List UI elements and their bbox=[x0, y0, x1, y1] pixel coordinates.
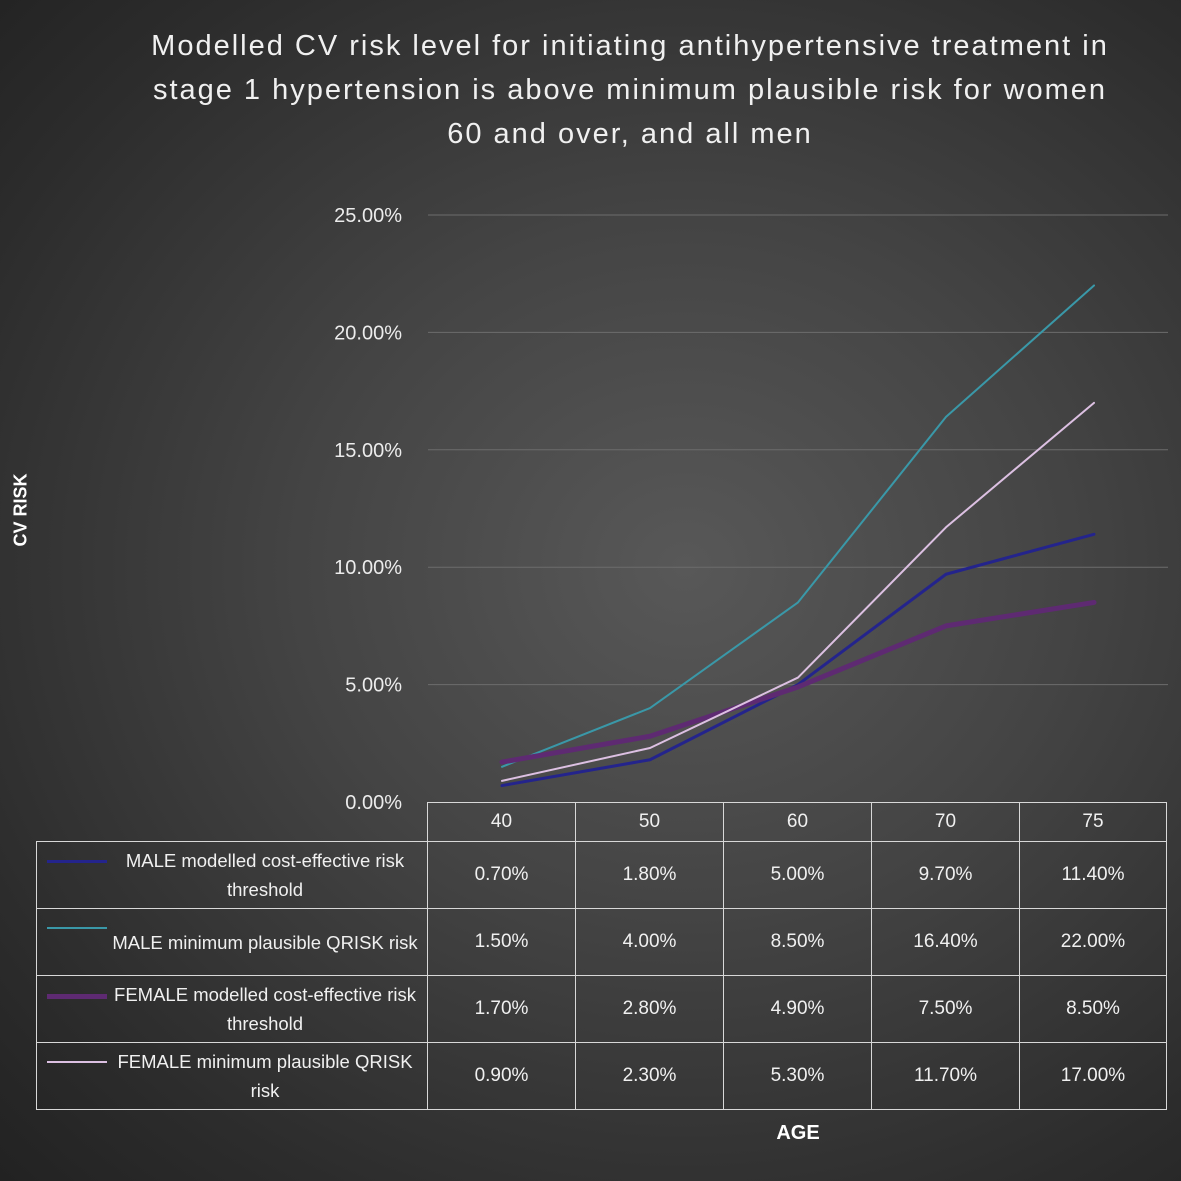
series-name: FEMALE modelled cost-effective risk thre… bbox=[114, 984, 416, 1034]
data-label: 1.70% bbox=[427, 975, 576, 1043]
legend-swatch bbox=[47, 860, 107, 863]
data-label: 22.00% bbox=[1019, 908, 1167, 976]
legend-swatch bbox=[47, 927, 107, 929]
x-axis-label: AGE bbox=[776, 1122, 820, 1144]
data-label: 0.70% bbox=[427, 841, 576, 909]
series-line bbox=[501, 284, 1095, 768]
y-tick-label: 25.00% bbox=[334, 205, 402, 227]
data-label: 11.70% bbox=[871, 1042, 1020, 1110]
series-line bbox=[499, 599, 1097, 765]
legend-entry: MALE minimum plausible QRISK risk bbox=[36, 908, 428, 976]
data-label: 2.30% bbox=[575, 1042, 724, 1110]
y-tick-label: 10.00% bbox=[334, 557, 402, 579]
data-point bbox=[501, 784, 503, 787]
data-label: 17.00% bbox=[1019, 1042, 1167, 1110]
category-label: 75 bbox=[1019, 802, 1167, 842]
data-label: 8.50% bbox=[723, 908, 872, 976]
table-row: MALE modelled cost-effective risk thresh… bbox=[36, 841, 1167, 909]
data-point bbox=[1093, 284, 1095, 287]
data-point bbox=[797, 601, 799, 604]
data-point bbox=[945, 526, 947, 529]
data-table: 40 50 60 70 75 MALE modelled cost-effective … bbox=[36, 802, 1167, 1110]
category-label: 60 bbox=[723, 802, 872, 842]
data-label: 0.90% bbox=[427, 1042, 576, 1110]
data-point bbox=[649, 758, 651, 761]
category-label: 40 bbox=[427, 802, 576, 842]
data-point bbox=[945, 573, 947, 576]
data-label: 1.50% bbox=[427, 908, 576, 976]
data-point bbox=[797, 686, 799, 688]
y-tick-label: 15.00% bbox=[334, 440, 402, 462]
data-point bbox=[1093, 533, 1095, 536]
data-point bbox=[649, 747, 651, 749]
table-row: FEMALE modelled cost-effective risk thre… bbox=[36, 975, 1167, 1043]
data-point bbox=[945, 416, 947, 418]
data-label: 11.40% bbox=[1019, 841, 1167, 909]
legend-swatch bbox=[47, 1061, 107, 1063]
legend-swatch bbox=[47, 994, 107, 999]
series-name: MALE modelled cost-effective risk thresh… bbox=[125, 850, 405, 900]
table-row: FEMALE minimum plausible QRISK risk 0.90%… bbox=[36, 1042, 1167, 1110]
legend-entry: MALE modelled cost-effective risk thresh… bbox=[36, 841, 428, 909]
data-point bbox=[1093, 402, 1095, 404]
series-name: FEMALE minimum plausible QRISK risk bbox=[117, 1051, 413, 1101]
data-label: 4.90% bbox=[723, 975, 872, 1043]
data-point bbox=[945, 625, 947, 627]
data-point bbox=[649, 735, 651, 738]
table-corner bbox=[36, 802, 428, 842]
series-line bbox=[501, 401, 1095, 782]
chart-title: Modelled CV risk level for initiating an… bbox=[151, 30, 1109, 150]
gridlines bbox=[428, 214, 1168, 686]
data-label: 9.70% bbox=[871, 841, 1020, 909]
data-point bbox=[501, 780, 503, 782]
data-label: 5.30% bbox=[723, 1042, 872, 1110]
y-tick-labels: 0.00%5.00%10.00%15.00%20.00%25.00% bbox=[334, 205, 402, 814]
table-header-row: 40 50 60 70 75 bbox=[36, 802, 1167, 842]
y-tick-label: 5.00% bbox=[345, 675, 402, 697]
data-label: 2.80% bbox=[575, 975, 724, 1043]
data-label: 8.50% bbox=[1019, 975, 1167, 1043]
data-label: 7.50% bbox=[871, 975, 1020, 1043]
series-lines bbox=[499, 284, 1097, 788]
data-point bbox=[1093, 601, 1095, 604]
data-label: 16.40% bbox=[871, 908, 1020, 976]
category-label: 50 bbox=[575, 802, 724, 842]
legend-entry: FEMALE modelled cost-effective risk thre… bbox=[36, 975, 428, 1043]
data-point bbox=[797, 676, 799, 679]
data-label: 1.80% bbox=[575, 841, 724, 909]
legend-entry: FEMALE minimum plausible QRISK risk bbox=[36, 1042, 428, 1110]
y-tick-label: 20.00% bbox=[334, 322, 402, 344]
data-label: 5.00% bbox=[723, 841, 872, 909]
table-body: MALE modelled cost-effective risk thresh… bbox=[36, 841, 1167, 1110]
data-label: 4.00% bbox=[575, 908, 724, 976]
table-row: MALE minimum plausible QRISK risk 1.50% 4.… bbox=[36, 908, 1167, 976]
category-label: 70 bbox=[871, 802, 1020, 842]
data-point bbox=[649, 707, 651, 709]
data-point bbox=[501, 765, 503, 768]
series-name: MALE minimum plausible QRISK risk bbox=[112, 931, 418, 953]
data-point bbox=[501, 761, 503, 763]
